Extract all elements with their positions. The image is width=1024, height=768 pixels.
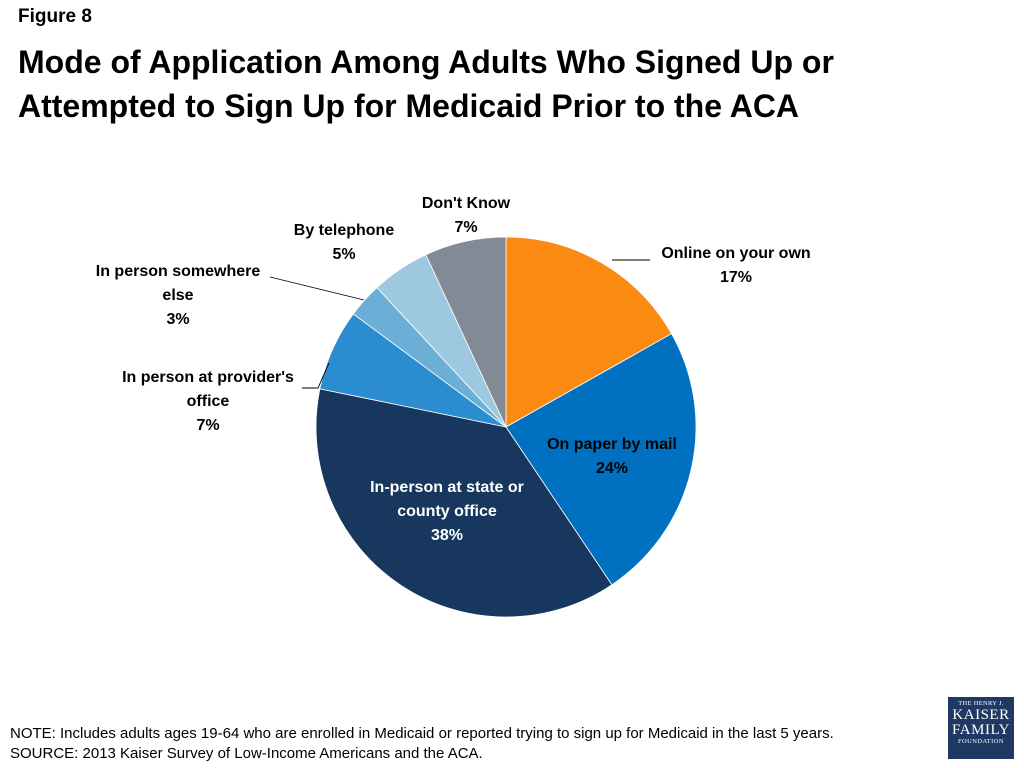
footer-source: SOURCE: 2013 Kaiser Survey of Low-Income… [10,745,483,762]
leader-line [269,276,365,301]
slice-category-label: In person somewhere [96,263,261,280]
slice-label-in-person-somewhere-else: In person somewhere else 3% [96,263,261,328]
slice-label-by-telephone: By telephone 5% [294,222,395,263]
logo-line-4: FOUNDATION [958,738,1004,745]
footer-note: NOTE: Includes adults ages 19-64 who are… [10,725,834,742]
pie-slice-on-paper-by-mail [505,333,697,586]
slice-category-label: In person at provider's [122,369,294,386]
pie-slice-in-person-at-state-or-county-office [315,388,613,618]
kaiser-family-foundation-logo: THE HENRY J. KAISER FAMILY FOUNDATION [948,697,1014,759]
chart-title: Mode of Application Among Adults Who Sig… [18,44,834,124]
slice-label-in-person-at-state-or-county-office: In-person at state or county office 38% [370,479,524,544]
slice-category-label: On paper by mail [547,436,677,453]
logo-line-2: KAISER [952,707,1010,723]
pie-slice-online-on-your-own [505,236,673,428]
slice-label-don-t-know: Don't Know 7% [422,195,511,236]
slice-value-label: 24% [596,460,628,477]
slice-category-label: Online on your own [661,245,810,262]
slice-value-label: 38% [431,527,463,544]
logo-line-1: THE HENRY J. [958,700,1004,707]
slice-category-label: By telephone [294,222,395,239]
slice-value-label: 3% [166,311,189,328]
slice-label-on-paper-by-mail: On paper by mail 24% [547,436,677,477]
footer: NOTE: Includes adults ages 19-64 who are… [10,724,834,764]
pie-slice-don-t-know [425,236,507,428]
pie-chart: Online on your own 17% On paper by mail 24%… [96,195,811,618]
slice-category-label: county office [397,503,497,520]
slice-category-label: else [162,287,193,304]
slice-value-label: 17% [720,269,752,286]
slice-label-online-on-your-own: Online on your own 17% [661,245,810,286]
slice-value-label: 7% [196,417,219,434]
slice-value-label: 5% [332,246,355,263]
slice-category-label: In-person at state or [370,479,524,496]
logo-line-3: FAMILY [952,722,1010,738]
figure-label: Figure 8 [18,6,92,27]
slice-value-label: 7% [454,219,477,236]
leader-line [302,362,330,389]
slice-category-label: Don't Know [422,195,511,212]
slice-category-label: office [187,393,230,410]
slice-label-in-person-at-provider-s-office: In person at provider's office 7% [122,369,294,434]
